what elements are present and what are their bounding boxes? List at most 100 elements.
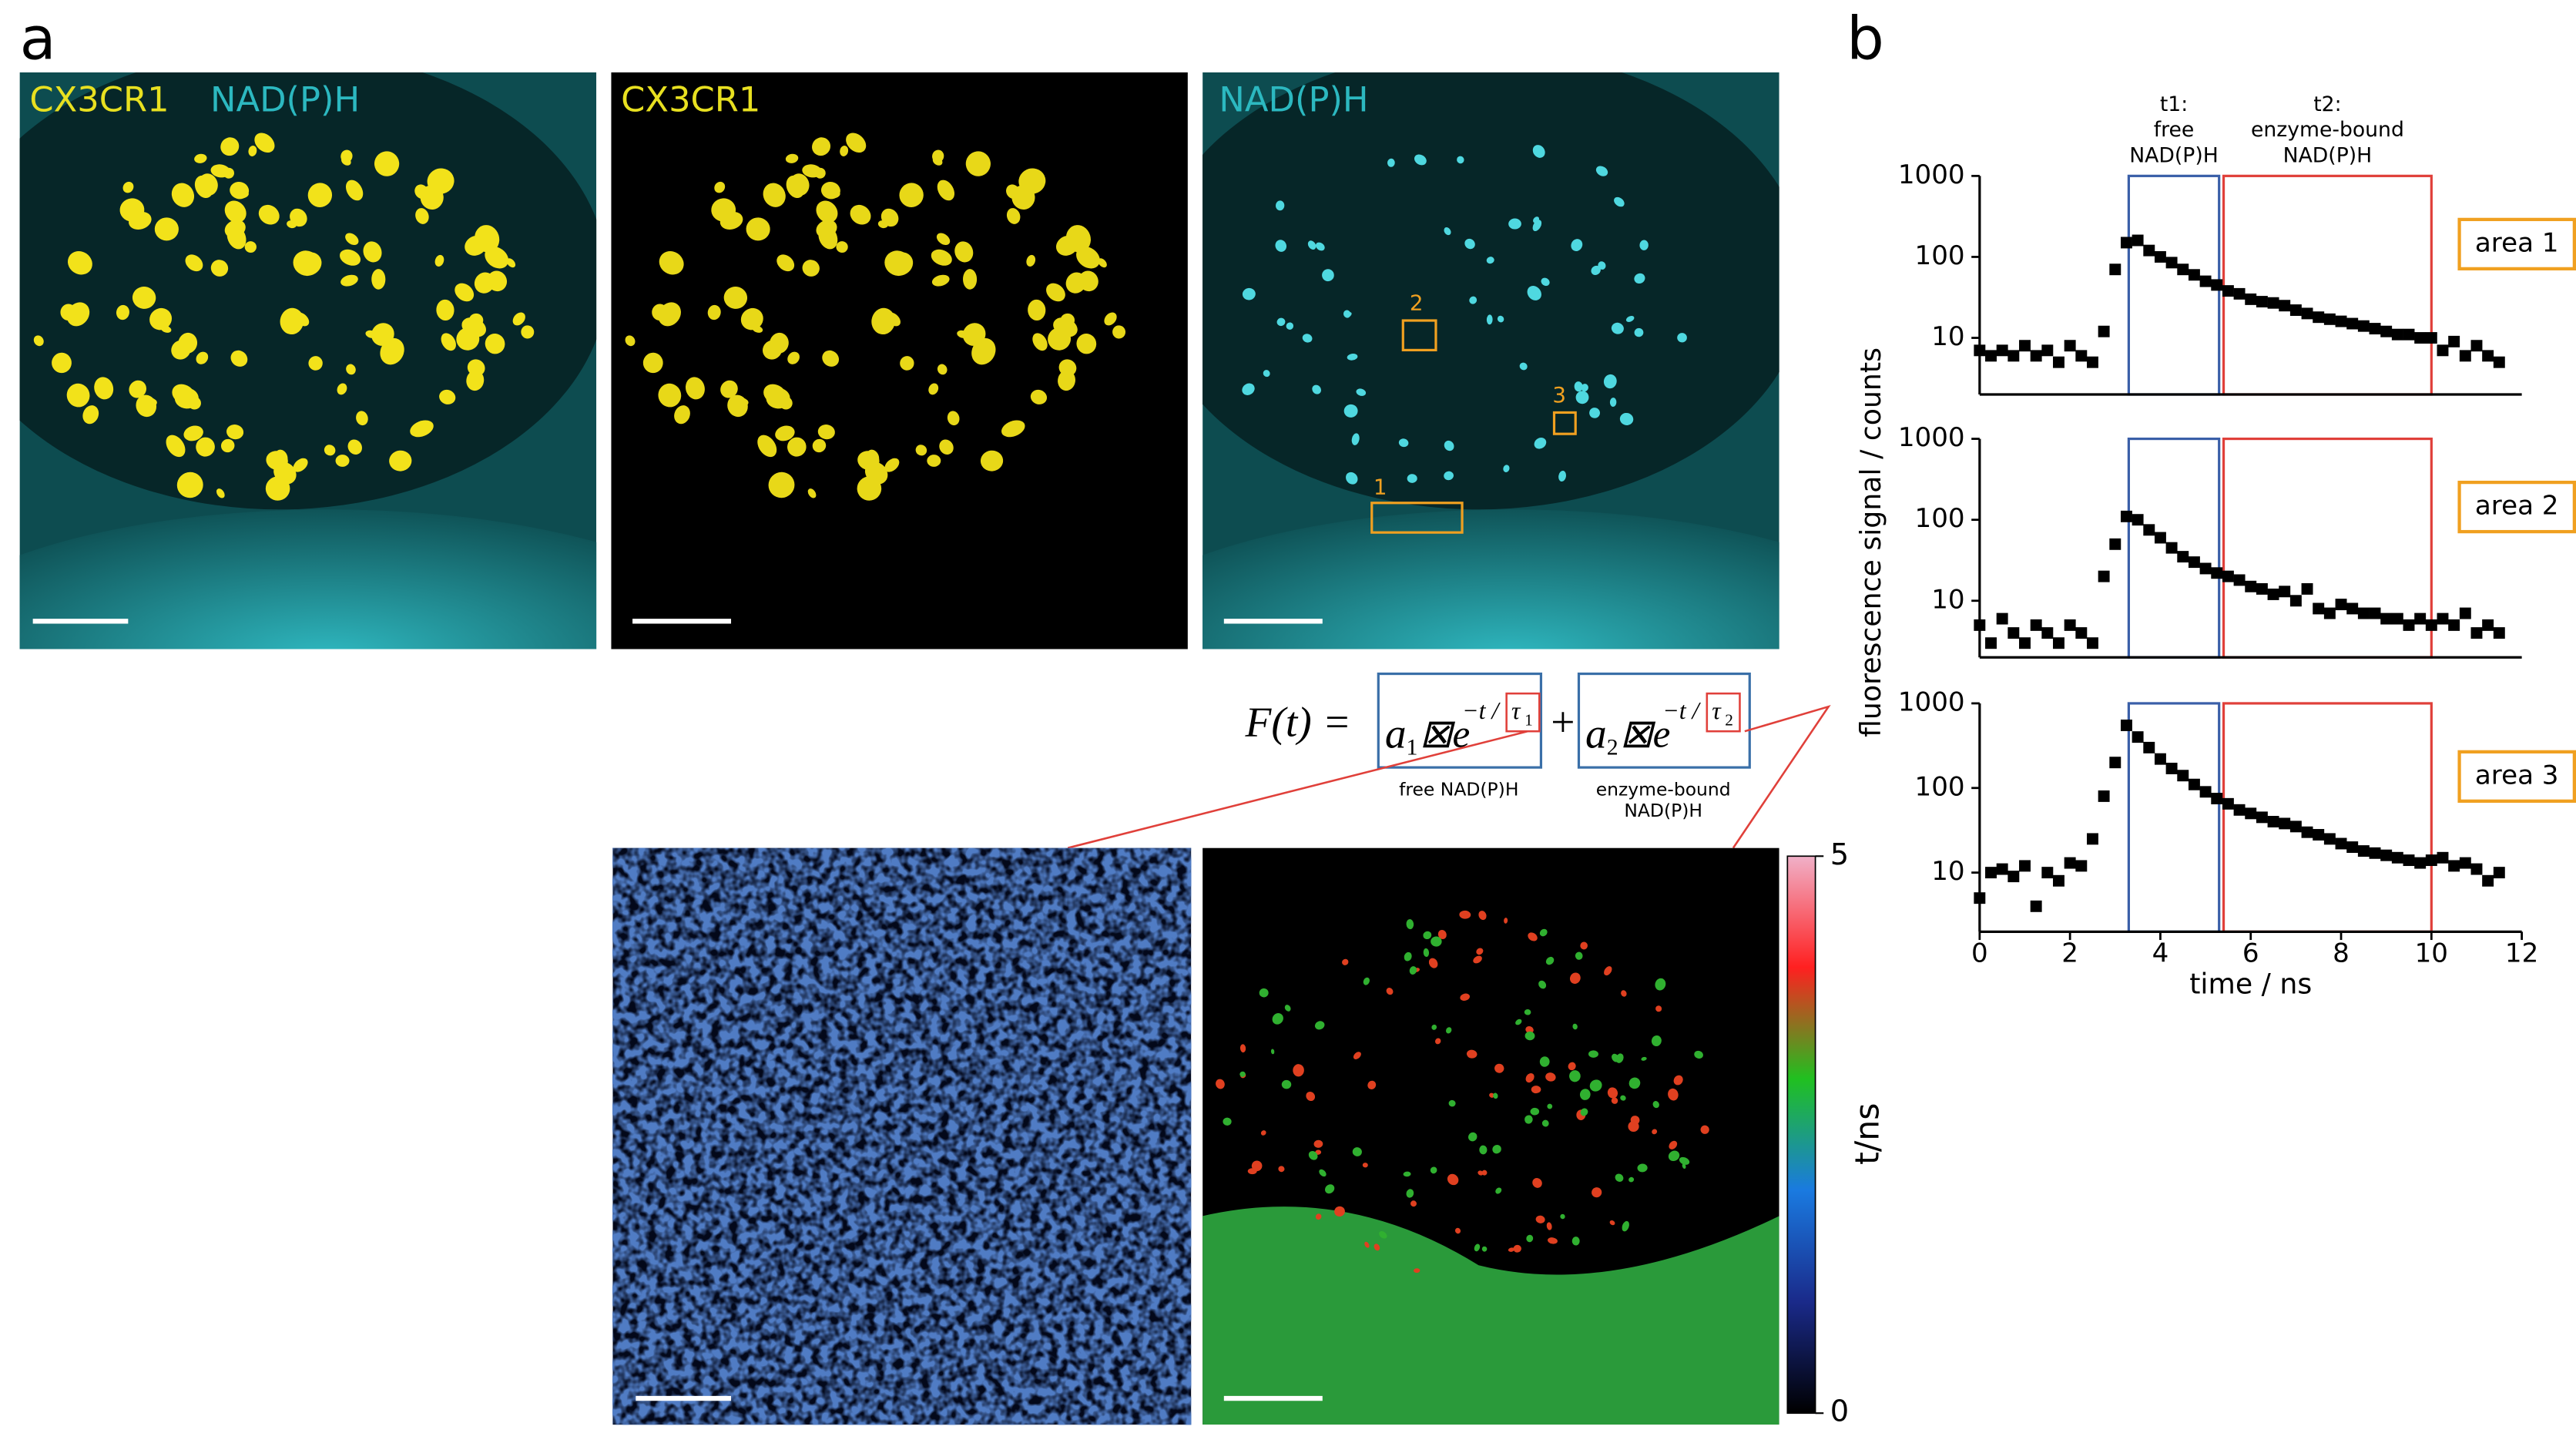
cell <box>714 181 726 193</box>
cell <box>456 327 480 351</box>
cell <box>196 437 215 457</box>
cell <box>293 458 308 472</box>
cell <box>1574 381 1583 392</box>
cell <box>1015 190 1028 204</box>
cell <box>1637 1163 1648 1173</box>
cell <box>210 164 230 178</box>
cell <box>198 173 218 196</box>
cell <box>1571 1237 1580 1246</box>
cell <box>1539 1216 1545 1222</box>
point <box>2019 860 2031 872</box>
cell <box>1541 277 1550 287</box>
cell <box>1486 257 1494 264</box>
cell <box>1065 272 1086 294</box>
point <box>2245 293 2257 305</box>
cell <box>846 133 867 153</box>
cell <box>1569 1070 1581 1082</box>
cell <box>1284 1005 1291 1012</box>
point <box>2030 900 2042 912</box>
point <box>2211 279 2223 291</box>
cell <box>506 258 516 268</box>
cell <box>1655 1005 1662 1012</box>
tau-box <box>1505 692 1541 733</box>
cell <box>1239 1044 1246 1053</box>
point <box>2493 867 2505 879</box>
point <box>2064 857 2076 869</box>
colorbar-label: t/ns <box>1848 1103 1887 1165</box>
cell <box>816 220 837 238</box>
roi <box>1370 502 1464 534</box>
cell <box>1607 1087 1618 1099</box>
point <box>2279 586 2291 598</box>
cell <box>899 183 924 207</box>
cell <box>1414 1268 1420 1274</box>
point <box>2323 833 2336 845</box>
cell <box>807 488 817 498</box>
cell <box>888 252 914 276</box>
cell <box>280 307 304 335</box>
cell <box>1275 240 1287 252</box>
point <box>2357 607 2370 619</box>
cell <box>415 208 429 224</box>
cell <box>1437 930 1447 940</box>
cell <box>947 411 960 426</box>
point <box>1974 344 1986 357</box>
cell <box>60 304 76 321</box>
x-tick-label: 6 <box>2242 938 2259 969</box>
point <box>2053 356 2064 368</box>
cell <box>297 252 322 276</box>
image-lifetime-tau1 <box>612 847 1192 1425</box>
x-tick-label: 2 <box>2061 938 2078 969</box>
cell <box>1431 1024 1437 1030</box>
cell <box>1367 1080 1377 1089</box>
cell <box>1479 1145 1488 1155</box>
point <box>2041 627 2054 639</box>
cell <box>723 286 748 309</box>
cell <box>1538 980 1547 989</box>
cell <box>1032 333 1048 351</box>
cell <box>1525 1073 1535 1083</box>
cell <box>1652 1101 1659 1109</box>
roi <box>1552 411 1577 435</box>
point <box>2448 619 2460 631</box>
cell <box>1568 1062 1576 1071</box>
cell <box>965 151 991 176</box>
point <box>2346 602 2359 615</box>
cell <box>1531 1086 1541 1094</box>
cell <box>1519 362 1528 371</box>
point <box>2313 311 2325 324</box>
cell <box>154 217 179 241</box>
cell <box>1030 389 1048 404</box>
cell <box>1460 993 1471 1001</box>
point <box>2459 857 2471 869</box>
point <box>2425 332 2437 344</box>
cell <box>454 283 475 302</box>
cell <box>1444 471 1454 481</box>
cell <box>1545 1072 1556 1082</box>
cell <box>465 235 487 256</box>
point <box>2053 637 2064 649</box>
connector <box>1732 704 1831 849</box>
point <box>2369 323 2381 335</box>
cell <box>857 476 882 501</box>
point <box>2109 757 2122 769</box>
cell <box>776 254 795 272</box>
cell <box>1558 471 1566 482</box>
cell <box>1098 258 1107 268</box>
cell <box>1611 322 1624 334</box>
cell <box>1614 196 1625 207</box>
cell <box>308 356 323 371</box>
cell <box>187 396 201 410</box>
cell <box>1609 398 1617 407</box>
roi-label: 3 <box>1552 382 1566 408</box>
point <box>2109 538 2122 550</box>
cell <box>1677 333 1687 343</box>
point <box>2222 570 2234 582</box>
cell <box>915 445 927 456</box>
cell <box>1525 1025 1534 1034</box>
roi-label: 1 <box>1374 475 1387 500</box>
cell <box>1362 1163 1368 1168</box>
cell <box>1242 287 1256 300</box>
cell <box>439 389 456 404</box>
